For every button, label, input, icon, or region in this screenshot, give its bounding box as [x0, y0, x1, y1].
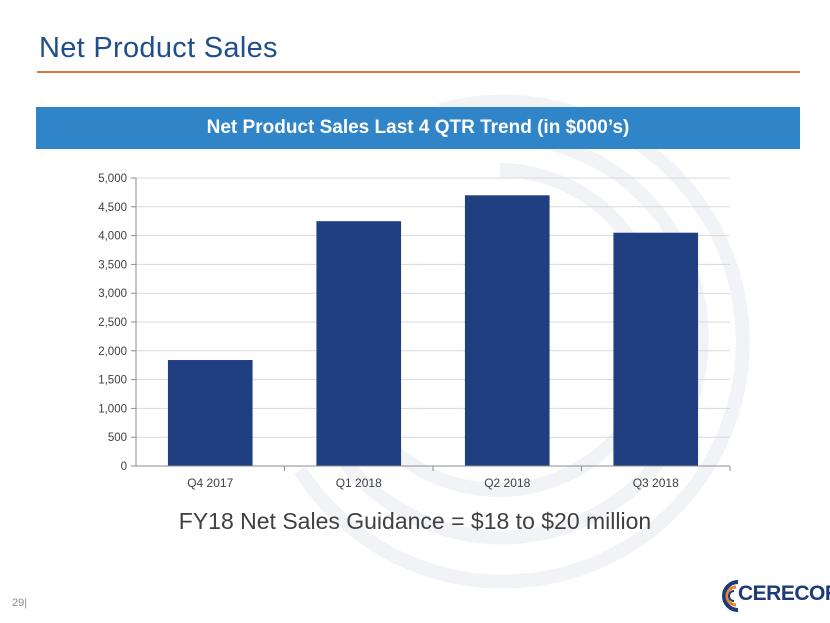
x-tick-label: Q2 2018 [484, 476, 530, 490]
chart-banner: Net Product Sales Last 4 QTR Trend (in $… [36, 107, 800, 149]
title-divider [37, 71, 800, 73]
y-tick-label: 3,000 [98, 288, 127, 300]
y-tick-label: 2,000 [98, 346, 127, 358]
chart-axes [131, 177, 731, 471]
chart-banner-label: Net Product Sales Last 4 QTR Trend (in $… [206, 117, 630, 138]
bar-q1-2018 [316, 221, 402, 466]
y-tick-label: 1,000 [98, 403, 127, 415]
y-tick-label: 500 [108, 432, 127, 444]
sales-guidance: FY18 Net Sales Guidance = $18 to $20 mil… [178, 508, 652, 534]
y-tick-label: 2,500 [98, 317, 127, 329]
bar-q4-2017 [167, 360, 253, 466]
company-logo: CERECOR [712, 576, 830, 616]
logo-wordmark: CERECOR [738, 582, 830, 605]
x-tick-label: Q3 2018 [633, 476, 679, 490]
logo-mark-icon [722, 580, 739, 612]
y-tick-label: 5,000 [98, 173, 127, 185]
bar-q2-2018 [464, 195, 550, 466]
page-number: 29| [12, 597, 28, 609]
x-tick-label: Q1 2018 [336, 476, 382, 490]
y-tick-label: 1,500 [98, 375, 127, 387]
slide-title: Net Product Sales [39, 32, 278, 64]
y-tick-label: 0 [121, 461, 127, 473]
bar-q3-2018 [613, 232, 699, 466]
y-tick-label: 4,000 [98, 231, 127, 243]
x-tick-label: Q4 2017 [187, 476, 233, 490]
chart-labels: 0 500 1,000 1,500 2,000 2,500 3,000 3,500 4,000 4… [98, 173, 679, 490]
y-tick-label: 4,500 [98, 202, 127, 214]
chart-bars [167, 195, 699, 466]
y-tick-label: 3,500 [98, 259, 127, 271]
